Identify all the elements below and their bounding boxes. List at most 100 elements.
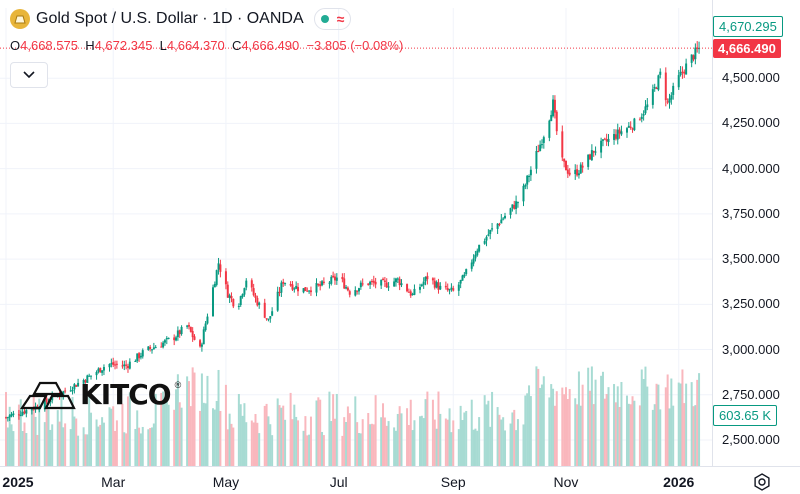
volume-bar bbox=[309, 416, 312, 466]
volume-bar bbox=[252, 422, 255, 466]
volume-bar bbox=[193, 372, 196, 466]
x-tick-label: Nov bbox=[553, 474, 579, 490]
volume-bar bbox=[542, 376, 545, 466]
candle-body bbox=[504, 215, 507, 219]
candle-body bbox=[278, 291, 281, 293]
candle-body bbox=[110, 363, 113, 365]
volume-bar bbox=[115, 420, 118, 466]
candle-body bbox=[500, 219, 503, 224]
volume-bar bbox=[664, 387, 667, 466]
volume-bar bbox=[690, 382, 693, 466]
symbol-title[interactable]: Gold Spot / U.S. Dollar · 1D · OANDA bbox=[36, 10, 304, 27]
candle-body bbox=[655, 87, 658, 89]
candle-body bbox=[25, 409, 28, 414]
candle-body bbox=[276, 291, 279, 311]
ohlc-readout: O4,668.575 H4,672.345 L4,664.370 C4,666.… bbox=[10, 38, 403, 53]
candle-body bbox=[243, 288, 246, 295]
volume-bar bbox=[341, 435, 344, 466]
candle-body bbox=[627, 125, 630, 128]
volume-bar bbox=[151, 427, 154, 466]
candle-body bbox=[431, 278, 434, 281]
volume-bar bbox=[418, 416, 421, 466]
candle-body bbox=[616, 129, 619, 140]
volume-bar bbox=[638, 405, 641, 466]
volume-bar bbox=[642, 379, 645, 466]
candle-body bbox=[359, 282, 362, 288]
candle-body bbox=[457, 284, 460, 291]
volume-bar bbox=[178, 402, 181, 466]
candle-body bbox=[685, 63, 688, 75]
collapse-legend-button[interactable] bbox=[10, 62, 48, 88]
candle-body bbox=[524, 184, 527, 187]
volume-bar bbox=[90, 412, 93, 466]
candle-body bbox=[126, 366, 129, 368]
volume-bar bbox=[189, 406, 192, 466]
volume-bar bbox=[147, 429, 150, 466]
candle-body bbox=[465, 269, 468, 275]
candle-body bbox=[88, 375, 91, 377]
candle-body bbox=[284, 283, 287, 285]
candle-body bbox=[367, 283, 370, 286]
volume-bar bbox=[393, 427, 396, 466]
candle-body bbox=[163, 340, 166, 343]
volume-bar bbox=[625, 395, 628, 466]
volume-bar bbox=[526, 393, 529, 466]
volume-bar bbox=[511, 412, 514, 466]
volume-bar bbox=[58, 421, 61, 466]
volume-bar bbox=[463, 412, 466, 466]
candle-body bbox=[513, 204, 516, 209]
volume-bar bbox=[563, 394, 566, 466]
volume-bar bbox=[424, 399, 427, 466]
market-status-pill[interactable]: ≈ bbox=[313, 8, 352, 30]
volume-bar bbox=[555, 391, 558, 466]
volume-bar bbox=[175, 389, 178, 466]
volume-bar bbox=[483, 395, 486, 466]
candle-body bbox=[629, 126, 632, 129]
candle-body bbox=[269, 316, 272, 319]
volume-bar bbox=[348, 413, 351, 466]
candle-body bbox=[102, 367, 105, 371]
candle-body bbox=[232, 298, 235, 307]
volume-bar bbox=[8, 406, 11, 466]
volume-bar bbox=[426, 391, 429, 466]
candle-body bbox=[200, 344, 203, 347]
volume-bar bbox=[679, 383, 682, 466]
candle-body bbox=[651, 89, 654, 105]
kitco-logo: KITCO ® bbox=[20, 378, 181, 411]
candle-body bbox=[380, 279, 383, 286]
volume-bar bbox=[211, 408, 214, 466]
candle-body bbox=[282, 281, 285, 284]
candle-body bbox=[550, 114, 553, 122]
volume-bar bbox=[465, 410, 468, 466]
candle-body bbox=[563, 158, 566, 162]
candle-body bbox=[204, 323, 207, 331]
volume-bar bbox=[439, 413, 442, 466]
candle-body bbox=[226, 284, 229, 298]
candle-body bbox=[487, 234, 490, 236]
x-tick-label: Sep bbox=[440, 474, 466, 490]
candle-body bbox=[293, 288, 296, 290]
volume-bar bbox=[633, 400, 636, 466]
volume-bar bbox=[295, 416, 298, 466]
volume-bar bbox=[56, 410, 59, 466]
gear-icon[interactable] bbox=[752, 472, 772, 492]
volume-bar bbox=[461, 420, 464, 466]
candle-body bbox=[206, 316, 209, 324]
candle-body bbox=[633, 118, 636, 131]
candle-body bbox=[186, 325, 189, 327]
volume-bar bbox=[36, 434, 39, 466]
volume-bar bbox=[446, 419, 449, 466]
candle-body bbox=[202, 329, 205, 345]
candle-body bbox=[372, 280, 375, 283]
volume-bar bbox=[163, 402, 166, 466]
volume-bar bbox=[629, 404, 632, 466]
x-tick-label: 2026 bbox=[663, 474, 695, 490]
volume-bar bbox=[165, 394, 168, 466]
volume-bar bbox=[528, 385, 531, 466]
market-open-dot bbox=[320, 15, 329, 23]
volume-bar bbox=[420, 415, 423, 466]
candle-body bbox=[267, 318, 270, 320]
candle-body bbox=[553, 99, 556, 113]
candle-body bbox=[539, 144, 542, 151]
